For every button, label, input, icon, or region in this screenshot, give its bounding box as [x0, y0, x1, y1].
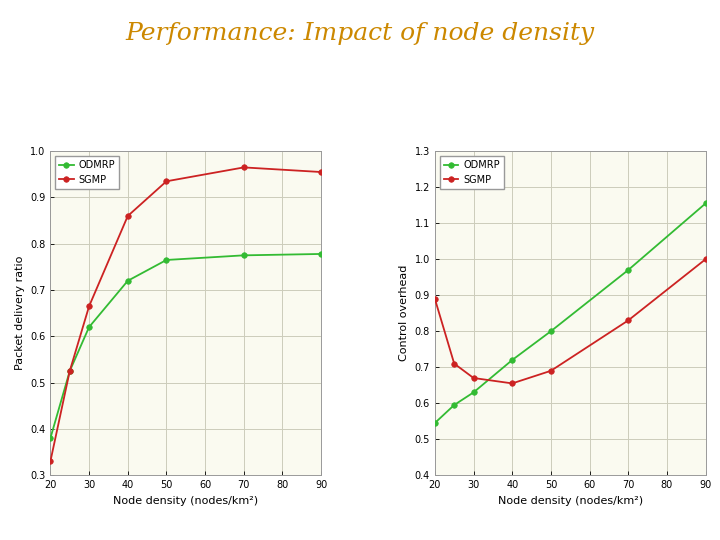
SGMP — [66, 368, 74, 374]
Legend: ODMRP, SGMP: ODMRP, SGMP — [440, 156, 503, 188]
Line: ODMRP: ODMRP — [48, 251, 324, 441]
ODMRP — [508, 357, 516, 363]
ODMRP — [240, 252, 248, 259]
SGMP — [450, 360, 459, 367]
SGMP — [317, 169, 325, 176]
SGMP — [431, 295, 439, 302]
SGMP — [469, 375, 478, 381]
ODMRP — [317, 251, 325, 257]
ODMRP — [624, 267, 633, 273]
ODMRP — [701, 200, 710, 207]
X-axis label: Node density (nodes/km²): Node density (nodes/km²) — [113, 496, 258, 505]
SGMP — [701, 256, 710, 262]
SGMP — [546, 368, 555, 374]
Line: SGMP: SGMP — [48, 165, 324, 464]
Legend: ODMRP, SGMP: ODMRP, SGMP — [55, 156, 119, 188]
SGMP — [240, 164, 248, 171]
SGMP — [624, 317, 633, 323]
ODMRP — [431, 420, 439, 426]
Line: SGMP: SGMP — [432, 256, 708, 386]
ODMRP — [66, 368, 74, 374]
SGMP — [162, 178, 171, 185]
ODMRP — [46, 435, 55, 441]
SGMP — [46, 458, 55, 464]
ODMRP — [450, 402, 459, 408]
Line: ODMRP: ODMRP — [432, 201, 708, 426]
ODMRP — [123, 278, 132, 284]
ODMRP — [85, 324, 94, 330]
Y-axis label: Control overhead: Control overhead — [399, 265, 409, 361]
SGMP — [85, 303, 94, 309]
ODMRP — [469, 389, 478, 396]
ODMRP — [546, 328, 555, 334]
ODMRP — [162, 256, 171, 263]
SGMP — [508, 380, 516, 387]
SGMP — [123, 213, 132, 219]
X-axis label: Node density (nodes/km²): Node density (nodes/km²) — [498, 496, 643, 505]
Text: Performance: Impact of node density: Performance: Impact of node density — [125, 22, 595, 45]
Y-axis label: Packet delivery ratio: Packet delivery ratio — [14, 256, 24, 370]
